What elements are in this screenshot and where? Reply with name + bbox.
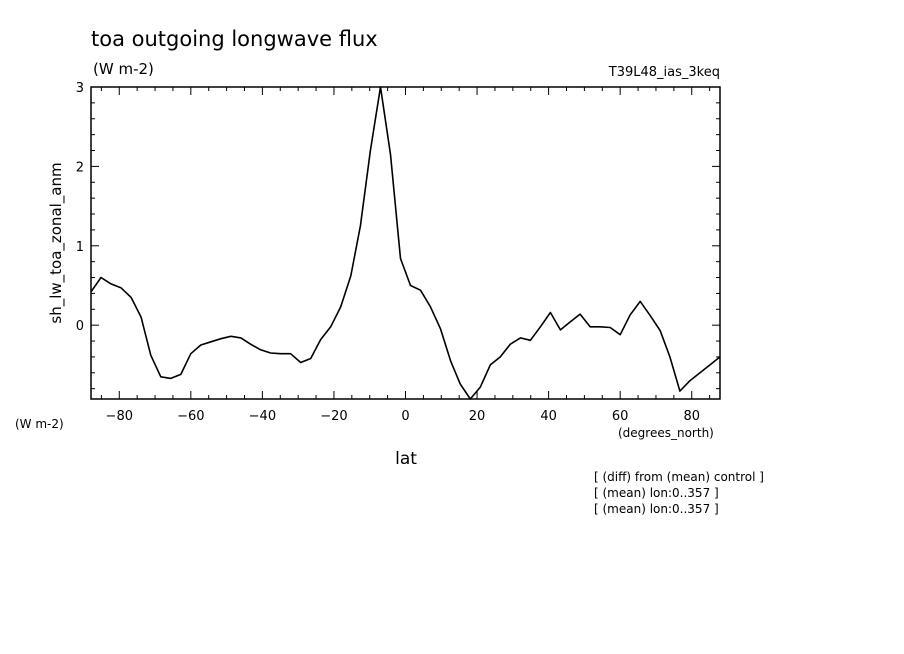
run-label: T39L48_ias_3keq <box>608 65 720 80</box>
y-units-label: (W m-2) <box>15 417 64 431</box>
x-tick-label: −20 <box>320 409 347 424</box>
x-units-label: (degrees_north) <box>618 426 714 440</box>
x-tick-labels: −80 −60 −40 −20 0 20 40 60 80 <box>106 409 700 424</box>
x-tick-label: 80 <box>683 409 700 424</box>
x-tick-label: 20 <box>469 409 486 424</box>
x-tick-label: −40 <box>249 409 276 424</box>
plot-frame <box>90 86 721 400</box>
y-tick-label: 1 <box>76 240 84 255</box>
chart-title: toa outgoing longwave flux <box>91 27 378 51</box>
x-axis-ticks <box>100 87 711 399</box>
note-line-2: [ (mean) lon:0..357 ] <box>594 486 719 500</box>
chart-units: (W m-2) <box>93 60 154 78</box>
x-tick-label: −60 <box>177 409 204 424</box>
y-tick-label: 2 <box>76 160 84 175</box>
note-line-1: [ (diff) from (mean) control ] <box>594 470 764 484</box>
y-tick-labels: 0 1 2 3 <box>76 81 84 334</box>
x-axis-label: lat <box>395 449 417 469</box>
x-tick-label: 60 <box>612 409 629 424</box>
y-tick-label: 3 <box>76 81 84 96</box>
y-tick-label: 0 <box>76 319 84 334</box>
x-tick-label: 40 <box>540 409 557 424</box>
note-line-3: [ (mean) lon:0..357 ] <box>594 502 719 516</box>
x-tick-label: −80 <box>106 409 133 424</box>
y-axis-label: sh_lw_toa_zonal_anm <box>47 162 66 323</box>
x-tick-label: 0 <box>401 409 409 424</box>
data-line <box>90 86 721 400</box>
y-axis-ticks <box>91 86 720 390</box>
